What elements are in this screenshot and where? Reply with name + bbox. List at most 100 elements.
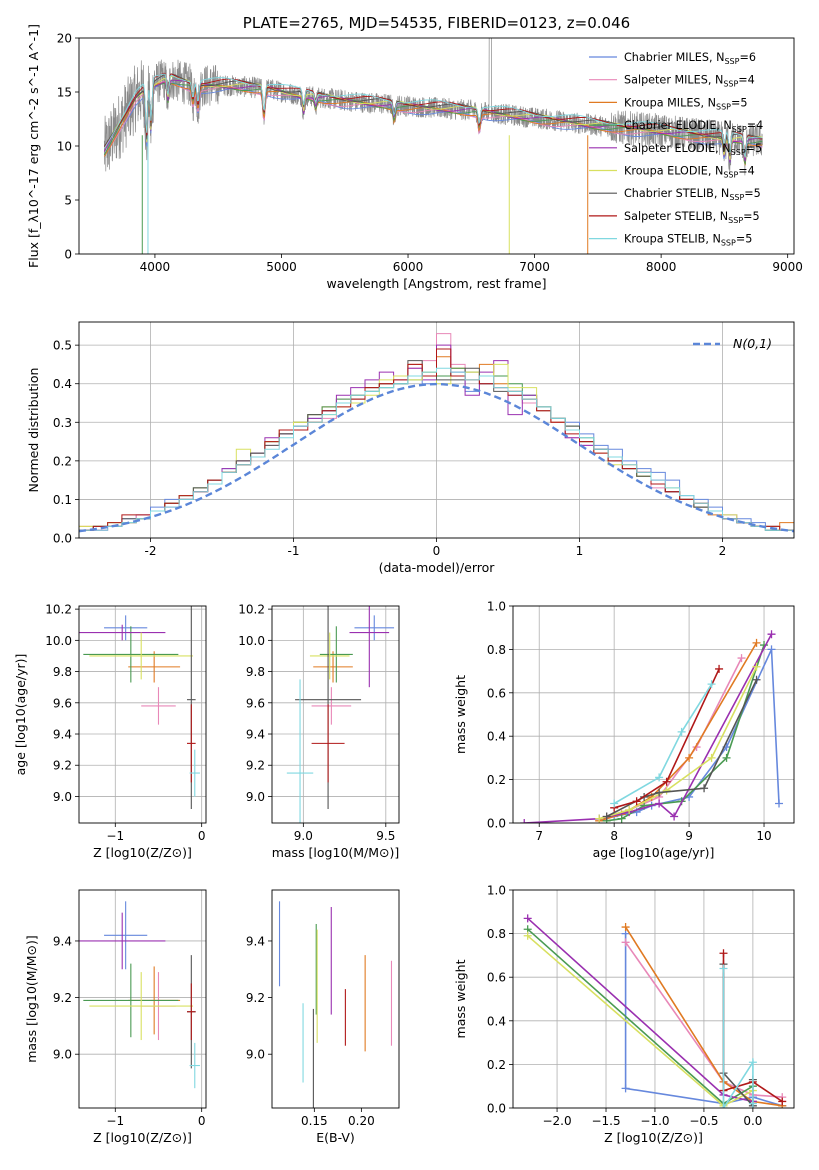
x-tick-label: 0 bbox=[433, 544, 441, 558]
weight-marker bbox=[523, 914, 532, 923]
x-tick-label: 9 bbox=[685, 829, 693, 843]
model-spectrum-0 bbox=[103, 81, 763, 164]
weight-marker bbox=[752, 675, 761, 684]
legend-name: Chabrier STELIB, N bbox=[624, 187, 729, 200]
x-tick-label: 10 bbox=[756, 829, 771, 843]
weight-marker bbox=[719, 1104, 728, 1108]
y-tick-label: 9.2 bbox=[53, 759, 72, 773]
y-axis-label: mass weight bbox=[453, 959, 468, 1038]
legend-name: Kroupa STELIB, N bbox=[624, 233, 721, 246]
y-tick-label: 0.4 bbox=[487, 1014, 506, 1028]
legend-nssp: 5 bbox=[753, 210, 760, 223]
y-tick-label: 0.0 bbox=[487, 1102, 506, 1116]
y-axis-label: Flux [f_λ10^-17 erg cm^-2 s^-1 A^-1] bbox=[26, 24, 41, 268]
legend-entry-8: Kroupa STELIB, NSSP=5 bbox=[624, 233, 752, 248]
weight-line-3 bbox=[527, 928, 754, 1105]
x-tick-label: 6000 bbox=[393, 260, 424, 274]
weight-marker bbox=[700, 784, 709, 793]
legend-entry-2: Kroupa MILES, NSSP=5 bbox=[624, 96, 747, 111]
legend-name: Kroupa MILES, N bbox=[624, 96, 716, 109]
normal-curve bbox=[79, 382, 794, 533]
y-tick-label: 0 bbox=[64, 248, 72, 262]
x-tick-label: 0.0 bbox=[743, 1114, 762, 1128]
y-axis-label: mass weight bbox=[453, 675, 468, 754]
weight-line-8 bbox=[722, 968, 754, 1108]
y-tick-label: 10.0 bbox=[45, 634, 72, 648]
y-axis-label: age [log10(age/yr)] bbox=[13, 654, 28, 776]
chart-title: PLATE=2765, MJD=54535, FIBERID=0123, z=0… bbox=[243, 14, 630, 32]
y-tick-label: 0.4 bbox=[487, 730, 506, 744]
x-tick-label: −0.5 bbox=[689, 1114, 718, 1128]
y-axis-label: mass [log10(M/M⊙)] bbox=[24, 935, 39, 1063]
weight-line-5 bbox=[598, 666, 758, 820]
legend-nssp: 5 bbox=[740, 96, 747, 109]
weight-marker bbox=[719, 964, 728, 973]
x-tick-label: 8000 bbox=[646, 260, 677, 274]
y-tick-label: 15 bbox=[57, 86, 72, 100]
histogram-8 bbox=[79, 367, 794, 538]
legend-nssp: 5 bbox=[754, 187, 761, 200]
legend-entry-3: Chabrier ELODIE, NSSP=4 bbox=[624, 119, 763, 134]
age-weight-panel: 7 8 9 10 0.0 0.2 0.4 0.6 0.8 1.0 age [log10(age/yr… bbox=[453, 600, 795, 860]
y-tick-label: 20 bbox=[57, 32, 72, 46]
x-tick-label: 9.5 bbox=[376, 829, 395, 843]
weight-marker bbox=[523, 931, 532, 940]
x-axis-label: E(B-V) bbox=[316, 1130, 355, 1145]
legend-nssp: 5 bbox=[755, 142, 762, 155]
x-tick-label: 5000 bbox=[266, 260, 297, 274]
y-tick-label: 9.8 bbox=[246, 665, 265, 679]
model-spectrum-8 bbox=[103, 73, 763, 158]
y-tick-label: 10.0 bbox=[238, 634, 265, 648]
y-tick-label: 9.0 bbox=[246, 790, 265, 804]
legend-entry-1: Salpeter MILES, NSSP=4 bbox=[624, 74, 755, 89]
y-tick-label: 0.6 bbox=[487, 971, 506, 985]
axes-frame bbox=[78, 605, 207, 824]
weight-marker bbox=[748, 1099, 757, 1108]
ebv-mass-panel: 0.15 0.20 9.0 9.2 9.4 E(B-V) bbox=[246, 889, 400, 1145]
legend-entry-gauss: N(0,1) bbox=[733, 336, 772, 351]
z-mass-plot-area bbox=[79, 901, 200, 1089]
y-tick-label: 9.6 bbox=[53, 696, 72, 710]
y-tick-label: 9.4 bbox=[246, 934, 265, 948]
weight-marker bbox=[595, 814, 604, 823]
weight-marker bbox=[778, 1097, 787, 1106]
weight-marker bbox=[737, 654, 746, 663]
weight-marker bbox=[655, 788, 664, 797]
age-weight-plot-area bbox=[520, 630, 784, 823]
weight-marker bbox=[719, 949, 728, 958]
spectrum-plot-area bbox=[103, 38, 763, 254]
x-tick-label: 0 bbox=[198, 829, 206, 843]
x-axis-label: Z [log10(Z/Z⊙)] bbox=[93, 845, 192, 860]
y-tick-label: 9.4 bbox=[246, 728, 265, 742]
weight-marker bbox=[602, 812, 611, 821]
weight-line-4 bbox=[524, 633, 773, 823]
legend-nssp: 4 bbox=[756, 119, 763, 132]
x-tick-label: -2 bbox=[145, 544, 157, 558]
z-age-panel: −1 0 9.0 9.2 9.4 9.6 9.8 10.0 10.2 Z [log10(Z/Z⊙)… bbox=[13, 603, 207, 860]
mass-age-panel: 9.0 9.5 9.0 9.2 9.4 9.6 9.8 10.0 10.2 mass [log10… bbox=[238, 603, 400, 860]
weight-marker bbox=[655, 799, 664, 808]
weight-marker bbox=[767, 630, 776, 639]
model-spectrum-7 bbox=[103, 72, 763, 156]
x-tick-label: 0 bbox=[198, 1114, 206, 1128]
x-tick-label: -1 bbox=[288, 544, 300, 558]
legend-entry-7: Salpeter STELIB, NSSP=5 bbox=[624, 210, 760, 225]
weight-marker bbox=[707, 753, 716, 762]
weight-marker bbox=[677, 727, 686, 736]
weight-line-7 bbox=[613, 668, 720, 809]
axes-frame bbox=[512, 605, 795, 824]
weight-marker bbox=[662, 786, 671, 795]
x-tick-label: −2.0 bbox=[542, 1114, 571, 1128]
y-tick-label: 0.1 bbox=[53, 493, 72, 507]
residuals-plot-area bbox=[79, 333, 794, 538]
y-tick-label: 9.6 bbox=[246, 696, 265, 710]
axes-frame bbox=[78, 321, 795, 539]
x-tick-label: −1.5 bbox=[591, 1114, 620, 1128]
x-tick-label: 9.0 bbox=[294, 829, 313, 843]
model-spectrum-5 bbox=[103, 75, 763, 161]
z-weight-plot-area bbox=[523, 914, 787, 1108]
y-tick-label: 9.8 bbox=[53, 665, 72, 679]
residuals-panel: -2 -1 0 1 2 0.0 0.1 0.2 0.3 0.4 0.5 (data-model)/er… bbox=[26, 321, 795, 575]
legend-name: Salpeter MILES, N bbox=[624, 74, 723, 87]
